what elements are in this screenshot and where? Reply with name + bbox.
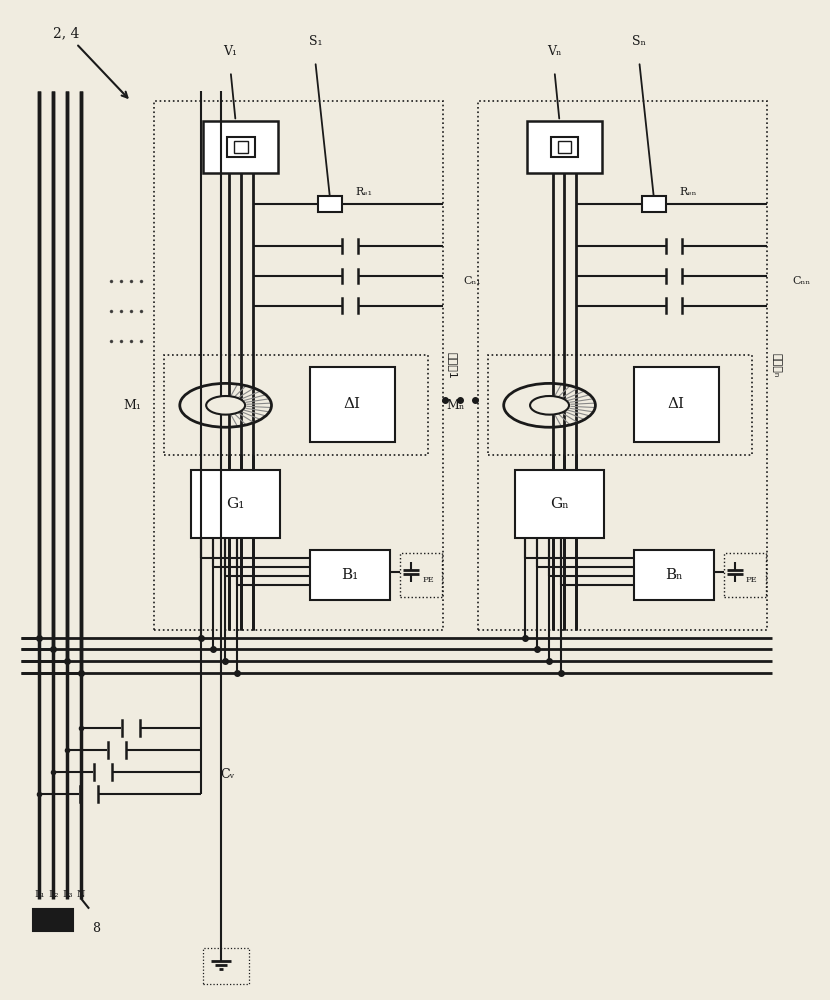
Bar xyxy=(61,909,73,931)
Text: Sₙ: Sₙ xyxy=(632,35,647,48)
Text: ΔI: ΔI xyxy=(344,397,361,411)
Text: L₃: L₃ xyxy=(62,890,72,899)
Text: 子系统ₙ: 子系统ₙ xyxy=(772,353,782,378)
Ellipse shape xyxy=(206,396,245,415)
Text: ΔI: ΔI xyxy=(667,397,685,411)
Text: L₁: L₁ xyxy=(34,890,45,899)
Bar xyxy=(642,196,666,212)
Bar xyxy=(634,367,719,442)
Text: 2, 4: 2, 4 xyxy=(53,27,80,41)
Bar xyxy=(233,141,247,153)
Text: Mₙ: Mₙ xyxy=(447,399,465,412)
Bar xyxy=(310,367,395,442)
Text: G₁: G₁ xyxy=(227,497,245,511)
Text: B₁: B₁ xyxy=(342,568,359,582)
Text: M₁: M₁ xyxy=(123,399,141,412)
Text: PE: PE xyxy=(746,576,758,584)
Bar xyxy=(515,470,604,538)
Bar xyxy=(400,553,442,597)
Text: Rₑₙ: Rₑₙ xyxy=(679,187,696,197)
Text: V₁: V₁ xyxy=(223,45,237,58)
Text: Vₙ: Vₙ xyxy=(547,45,562,58)
Bar xyxy=(191,470,281,538)
Text: Bₙ: Bₙ xyxy=(666,568,683,582)
Bar xyxy=(488,355,752,455)
Bar xyxy=(558,141,572,153)
Bar xyxy=(634,550,714,600)
Bar xyxy=(164,355,428,455)
Text: Cₙₙ: Cₙₙ xyxy=(793,276,811,286)
Bar xyxy=(154,101,443,630)
Bar xyxy=(526,121,603,173)
Bar xyxy=(203,948,248,984)
Bar xyxy=(227,137,255,157)
Text: N: N xyxy=(77,890,85,899)
Text: L₂: L₂ xyxy=(48,890,58,899)
Text: S₁: S₁ xyxy=(309,35,322,48)
Bar xyxy=(319,196,342,212)
Bar xyxy=(33,909,46,931)
Ellipse shape xyxy=(530,396,569,415)
Text: 8: 8 xyxy=(92,922,100,935)
Bar xyxy=(550,137,579,157)
Bar xyxy=(478,101,767,630)
Text: Rₑ₁: Rₑ₁ xyxy=(355,187,372,197)
Bar xyxy=(47,909,59,931)
Text: Cᵥ: Cᵥ xyxy=(221,768,235,781)
Bar xyxy=(724,553,766,597)
Bar xyxy=(203,121,278,173)
Text: PE: PE xyxy=(422,576,434,584)
Text: 子系统1: 子系统1 xyxy=(448,352,458,379)
Bar xyxy=(310,550,390,600)
Text: Cₙ₁: Cₙ₁ xyxy=(464,276,481,286)
Text: Gₙ: Gₙ xyxy=(550,497,569,511)
